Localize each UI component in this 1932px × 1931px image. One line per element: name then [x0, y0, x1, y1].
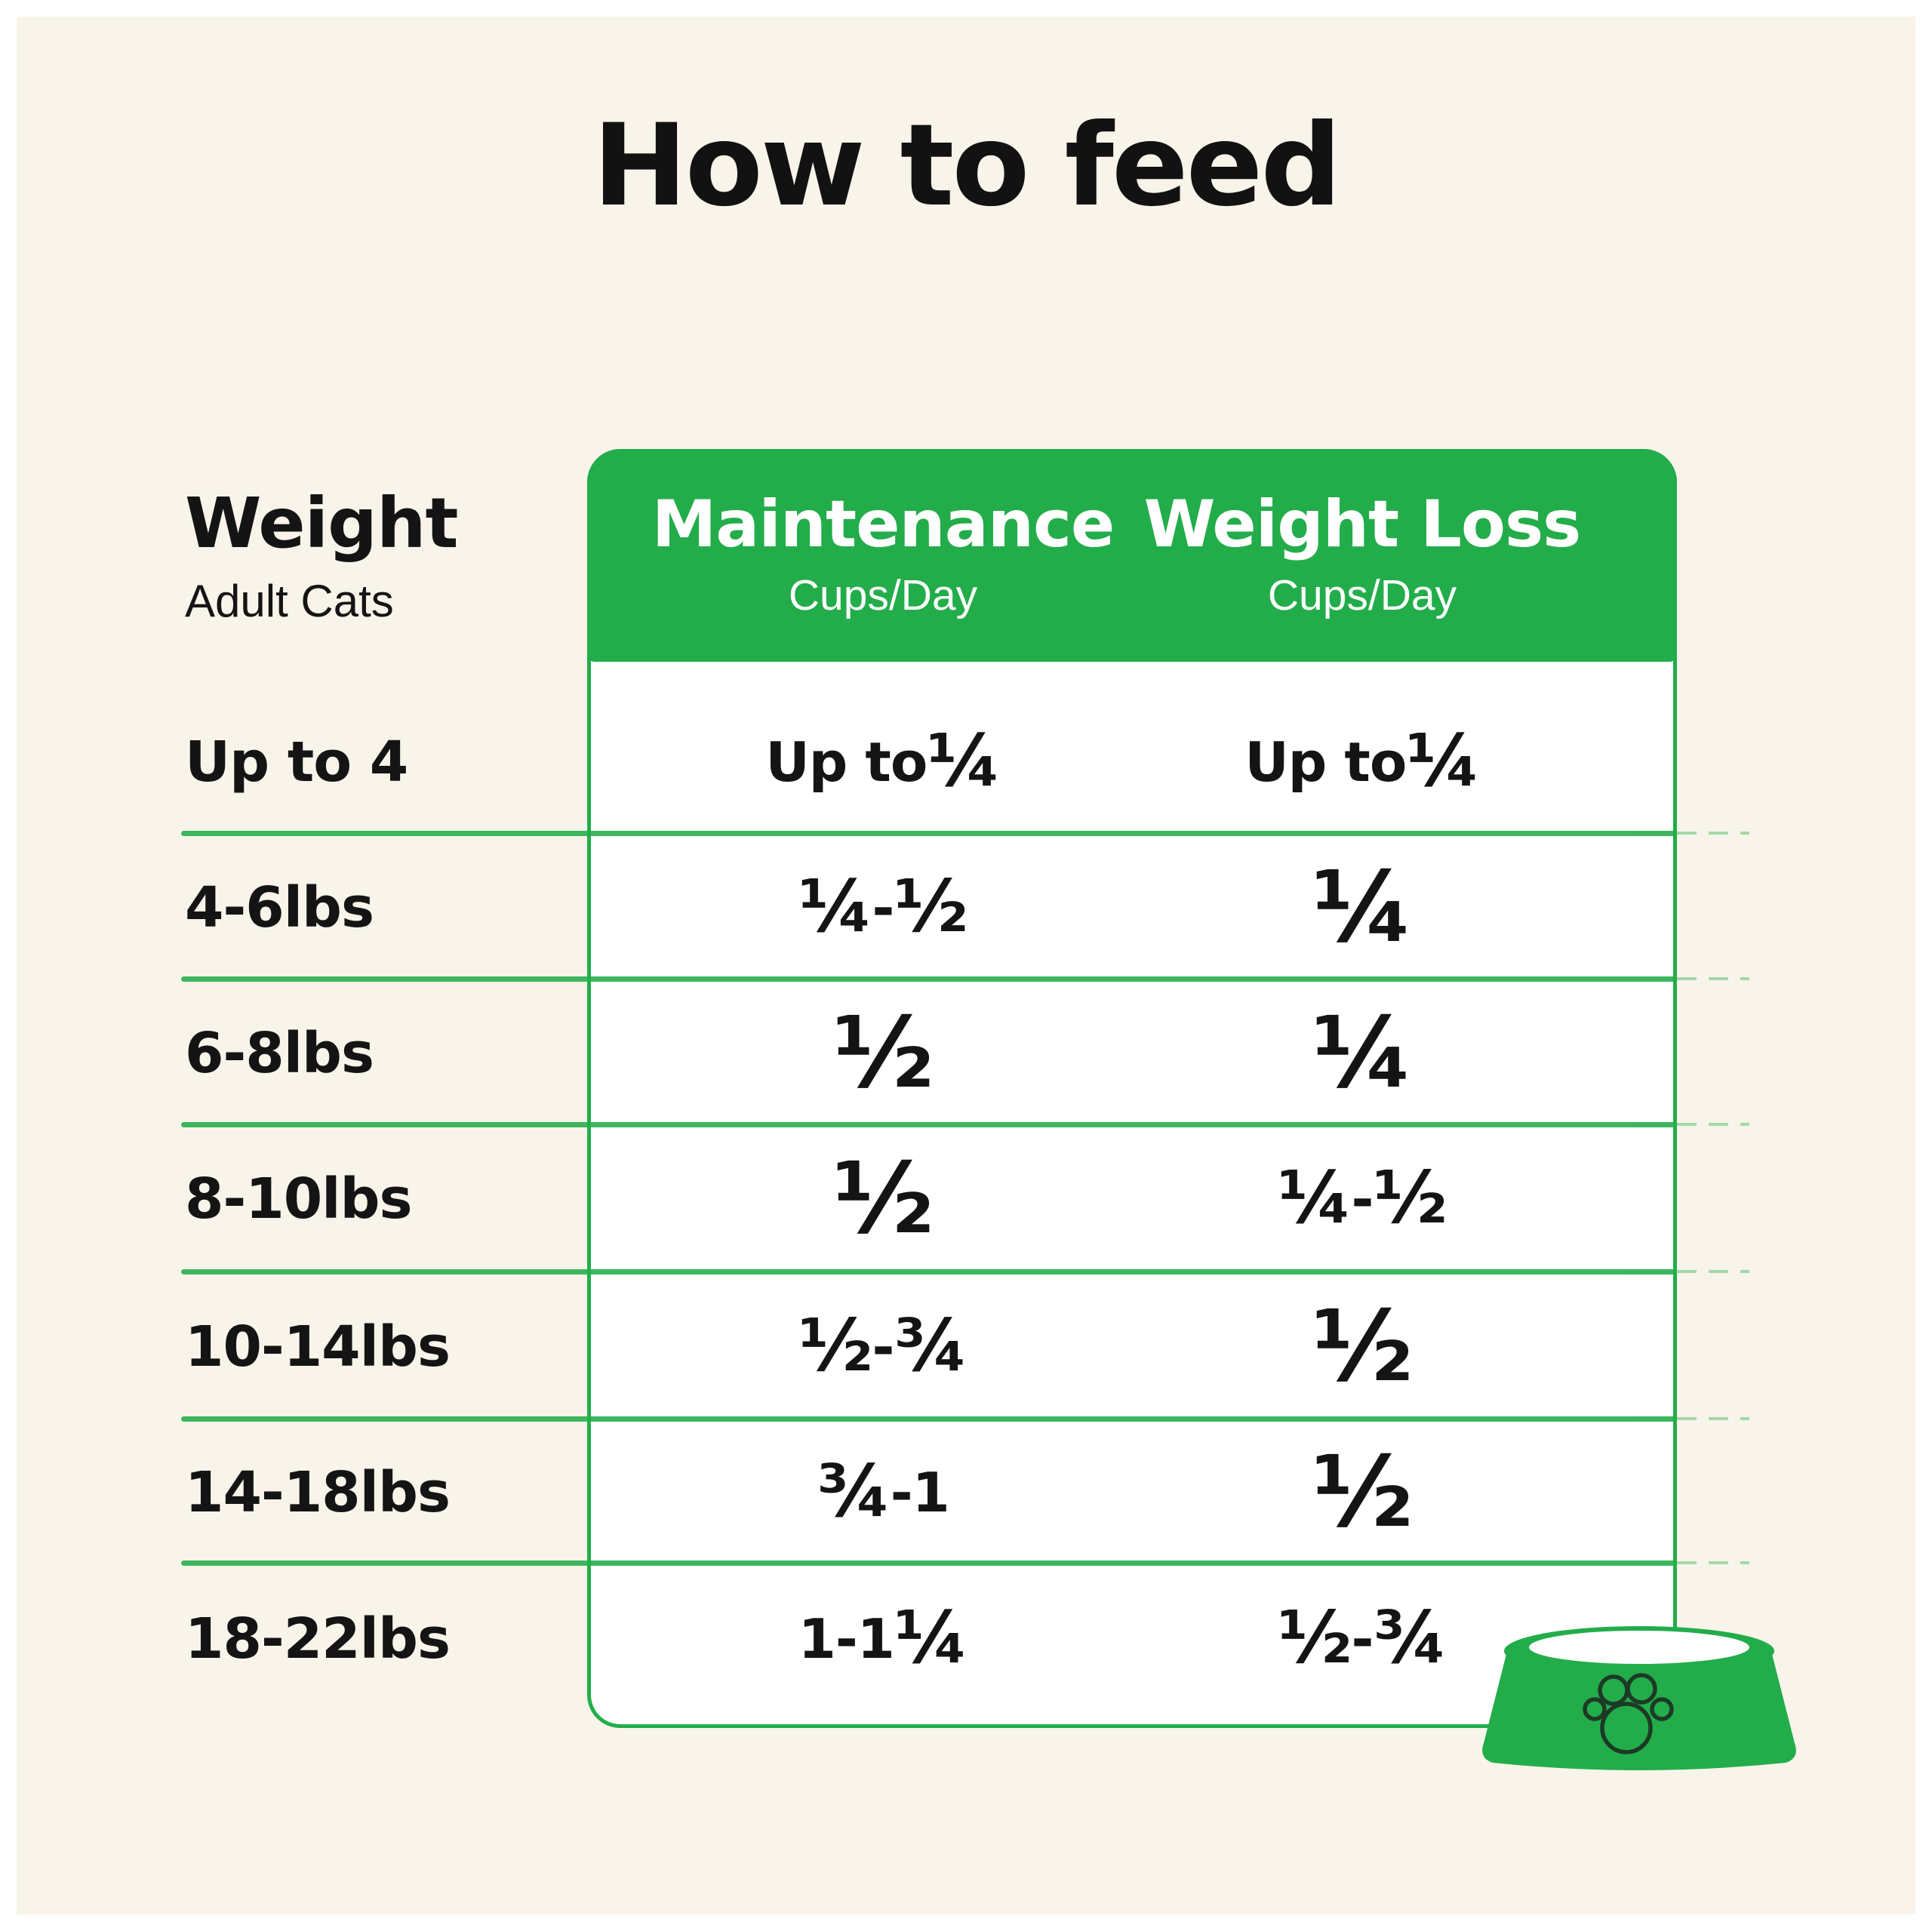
weight-loss-value: ¼	[1312, 850, 1413, 965]
weight-column-subtitle: Adult Cats	[185, 576, 394, 626]
row-separator	[181, 831, 1749, 836]
maintenance-value: ¾ -1	[817, 1450, 949, 1534]
column-unit: Cups/Day	[788, 571, 978, 620]
column-header-weight-loss: Weight Loss Cups/Day	[1128, 490, 1596, 620]
weight-loss-value: ½	[1312, 1290, 1413, 1404]
paw-print-icon	[1583, 1673, 1674, 1754]
weight-loss-value: ¼-½	[1278, 1157, 1447, 1241]
column-header-maintenance: Maintenance Cups/Day	[649, 490, 1117, 620]
table-header: Maintenance Cups/Day Weight Loss Cups/Da…	[587, 449, 1677, 662]
weight-loss-value: ¼	[1312, 996, 1413, 1111]
page-title: How to feed	[592, 100, 1341, 232]
bowl-rim-inner	[1529, 1631, 1749, 1664]
column-title: Maintenance	[651, 486, 1115, 562]
weight-loss-value: ½	[1312, 1435, 1413, 1550]
row-separator	[181, 1560, 1749, 1566]
maintenance-value: ½	[832, 1142, 934, 1256]
maintenance-value: ¼-½	[798, 866, 968, 949]
weight-column-title: Weight	[185, 483, 458, 564]
weight-column-header: Weight Adult Cats	[185, 483, 458, 627]
maintenance-value: ½	[832, 996, 934, 1111]
bowl-body	[1482, 1654, 1796, 1770]
weight-label: Up to 4	[185, 730, 408, 795]
column-title: Weight Loss	[1143, 486, 1582, 562]
weight-loss-value: ½-¾	[1278, 1597, 1447, 1680]
row-separator	[181, 1416, 1749, 1422]
weight-label: 6-8lbs	[185, 1021, 374, 1086]
weight-label: 8-10lbs	[185, 1167, 413, 1231]
maintenance-value: ½-¾	[798, 1305, 968, 1388]
row-separator	[181, 1269, 1749, 1275]
maintenance-value: 1-1 ¼	[798, 1597, 968, 1680]
feeding-table-card	[587, 449, 1677, 1728]
maintenance-value: Up to ¼	[765, 720, 1001, 804]
row-separator	[181, 1122, 1749, 1127]
weight-label: 4-6lbs	[185, 875, 374, 940]
row-separator	[181, 976, 1749, 982]
weight-label: 10-14lbs	[185, 1314, 451, 1379]
column-unit: Cups/Day	[1267, 571, 1457, 620]
weight-label: 14-18lbs	[185, 1460, 451, 1525]
dog-bowl-icon	[1482, 1626, 1796, 1770]
weight-loss-value: Up to ¼	[1244, 720, 1480, 804]
weight-label: 18-22lbs	[185, 1607, 451, 1671]
